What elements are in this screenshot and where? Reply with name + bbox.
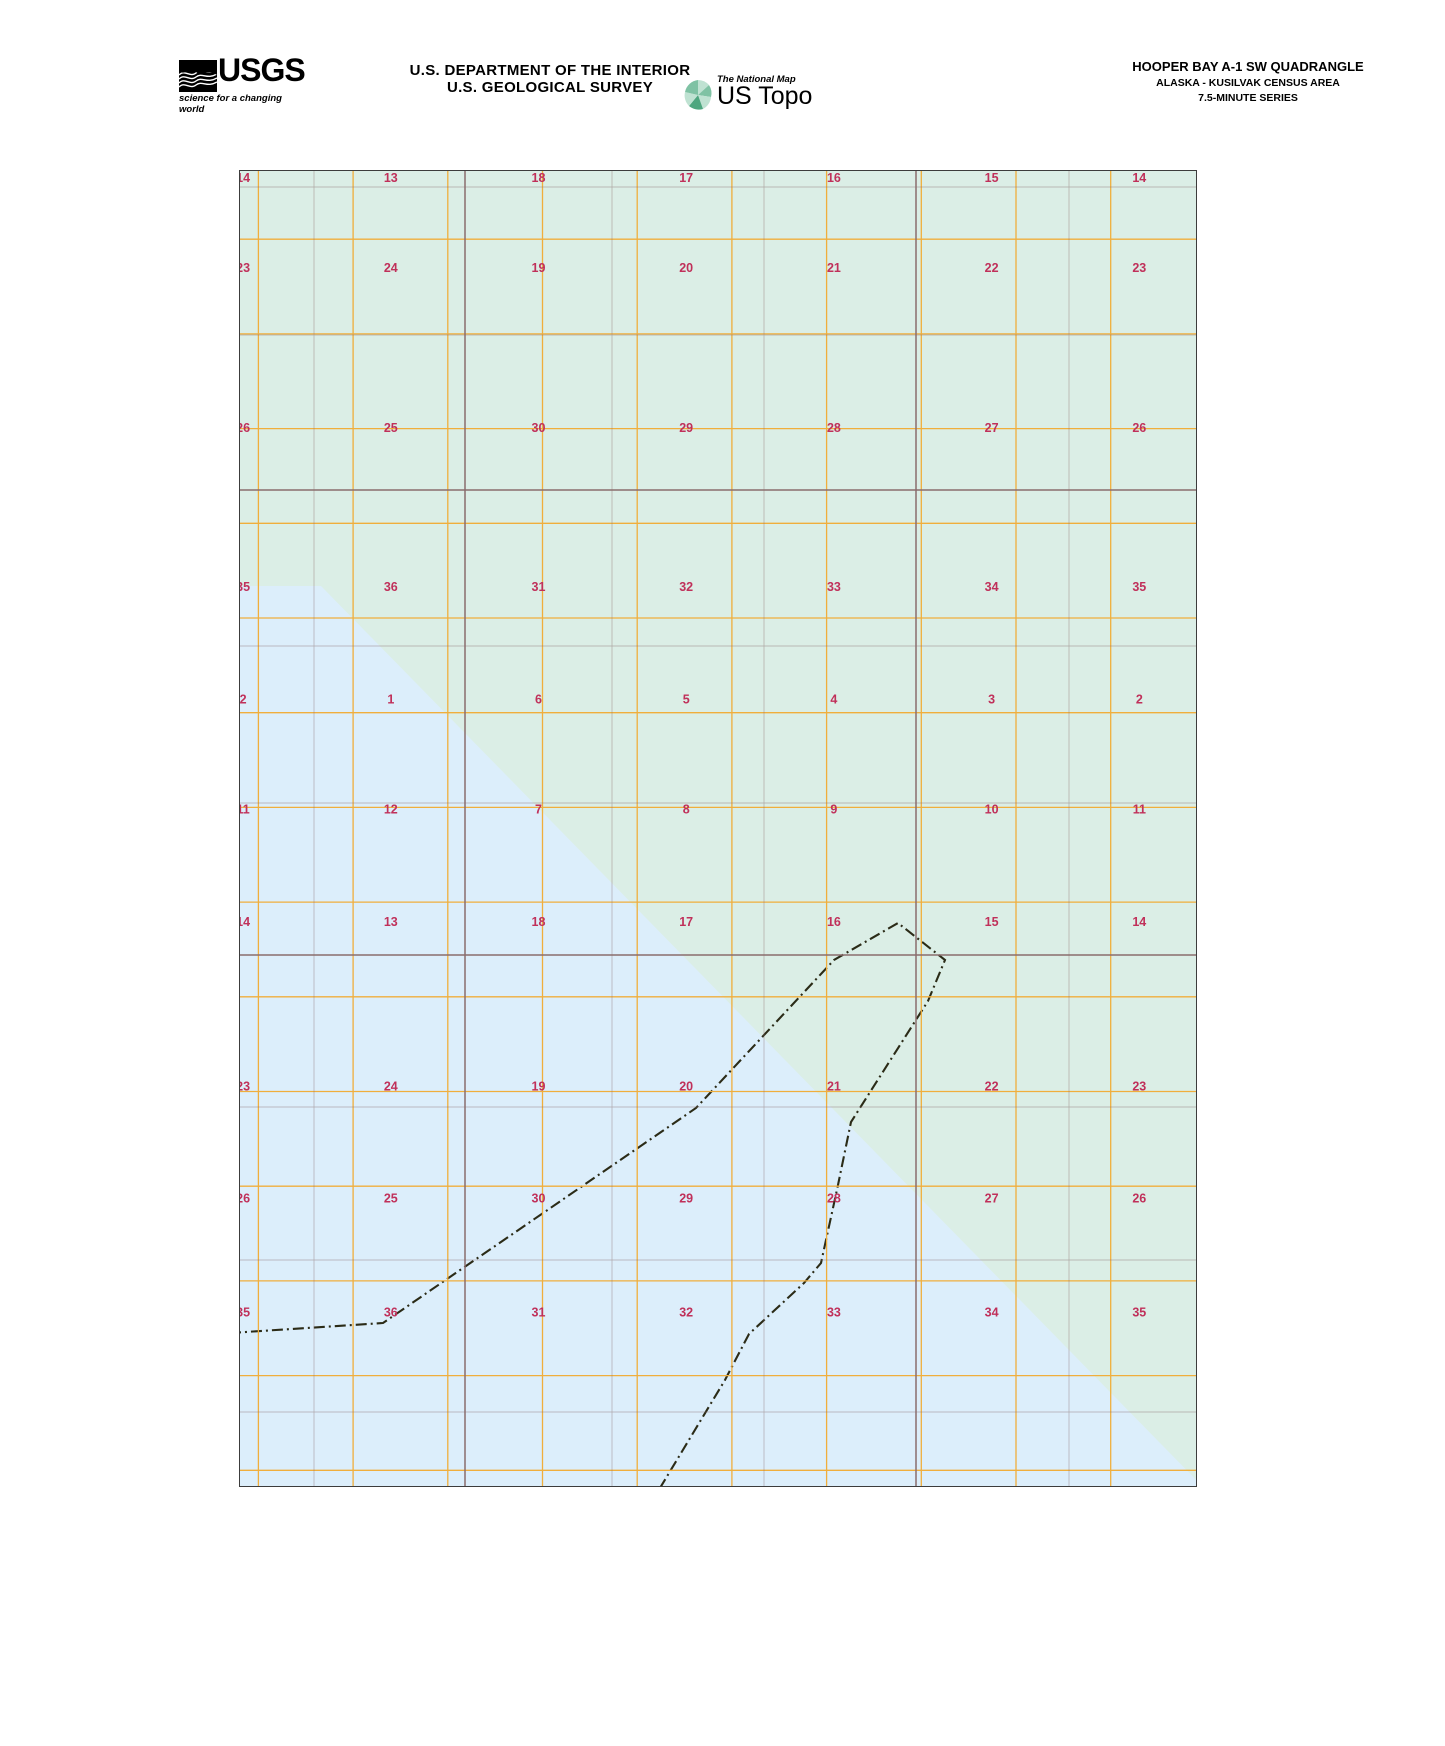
svg-text:11: 11 [1133, 802, 1146, 816]
svg-text:29: 29 [679, 1192, 693, 1206]
svg-text:5: 5 [683, 692, 690, 706]
svg-text:21: 21 [827, 261, 841, 275]
svg-text:13: 13 [384, 171, 398, 185]
svg-text:1: 1 [387, 692, 394, 706]
svg-text:32: 32 [679, 1305, 693, 1319]
svg-text:19: 19 [532, 261, 546, 275]
svg-text:35: 35 [1132, 580, 1146, 594]
svg-text:10: 10 [985, 802, 999, 816]
svg-text:8: 8 [683, 802, 690, 816]
svg-text:31: 31 [532, 1305, 546, 1319]
svg-text:18: 18 [532, 171, 546, 185]
svg-text:26: 26 [239, 1192, 250, 1206]
svg-text:14: 14 [1132, 171, 1146, 185]
svg-text:20: 20 [679, 1079, 693, 1093]
svg-text:23: 23 [239, 261, 250, 275]
svg-text:13: 13 [384, 915, 398, 929]
svg-text:35: 35 [239, 580, 250, 594]
svg-text:32: 32 [679, 580, 693, 594]
svg-text:33: 33 [827, 580, 841, 594]
svg-text:2: 2 [240, 692, 247, 706]
svg-text:4: 4 [830, 692, 837, 706]
svg-text:25: 25 [384, 421, 398, 435]
svg-text:24: 24 [384, 1079, 398, 1093]
svg-text:18: 18 [532, 915, 546, 929]
svg-text:15: 15 [985, 915, 999, 929]
svg-text:27: 27 [985, 421, 999, 435]
svg-text:26: 26 [239, 421, 250, 435]
svg-text:28: 28 [827, 421, 841, 435]
svg-text:14: 14 [239, 915, 250, 929]
svg-text:3: 3 [988, 692, 995, 706]
svg-text:11: 11 [239, 802, 250, 816]
svg-text:22: 22 [985, 261, 999, 275]
svg-text:22: 22 [985, 1079, 999, 1093]
svg-text:24: 24 [384, 261, 398, 275]
svg-text:27: 27 [985, 1192, 999, 1206]
svg-text:26: 26 [1132, 1192, 1146, 1206]
svg-text:29: 29 [679, 421, 693, 435]
svg-text:21: 21 [827, 1079, 841, 1093]
svg-text:26: 26 [1132, 421, 1146, 435]
svg-text:28: 28 [827, 1192, 841, 1206]
svg-text:15: 15 [985, 171, 999, 185]
svg-text:16: 16 [827, 171, 841, 185]
svg-text:14: 14 [1132, 915, 1146, 929]
svg-text:35: 35 [1132, 1305, 1146, 1319]
svg-text:17: 17 [679, 915, 693, 929]
svg-text:9: 9 [830, 802, 837, 816]
svg-text:2: 2 [1136, 692, 1143, 706]
svg-text:25: 25 [384, 1192, 398, 1206]
svg-text:12: 12 [384, 802, 398, 816]
svg-text:23: 23 [239, 1079, 250, 1093]
svg-text:34: 34 [985, 1305, 999, 1319]
svg-text:14: 14 [239, 171, 250, 185]
svg-text:36: 36 [384, 580, 398, 594]
svg-text:23: 23 [1132, 261, 1146, 275]
svg-text:16: 16 [827, 915, 841, 929]
svg-text:7: 7 [535, 802, 542, 816]
svg-text:19: 19 [532, 1079, 546, 1093]
svg-text:30: 30 [532, 421, 546, 435]
svg-text:30: 30 [532, 1192, 546, 1206]
svg-text:33: 33 [827, 1305, 841, 1319]
svg-text:31: 31 [532, 580, 546, 594]
svg-text:34: 34 [985, 580, 999, 594]
svg-text:20: 20 [679, 261, 693, 275]
svg-text:36: 36 [384, 1305, 398, 1319]
svg-text:23: 23 [1132, 1079, 1146, 1093]
svg-text:17: 17 [679, 171, 693, 185]
svg-text:35: 35 [239, 1305, 250, 1319]
svg-text:6: 6 [535, 692, 542, 706]
